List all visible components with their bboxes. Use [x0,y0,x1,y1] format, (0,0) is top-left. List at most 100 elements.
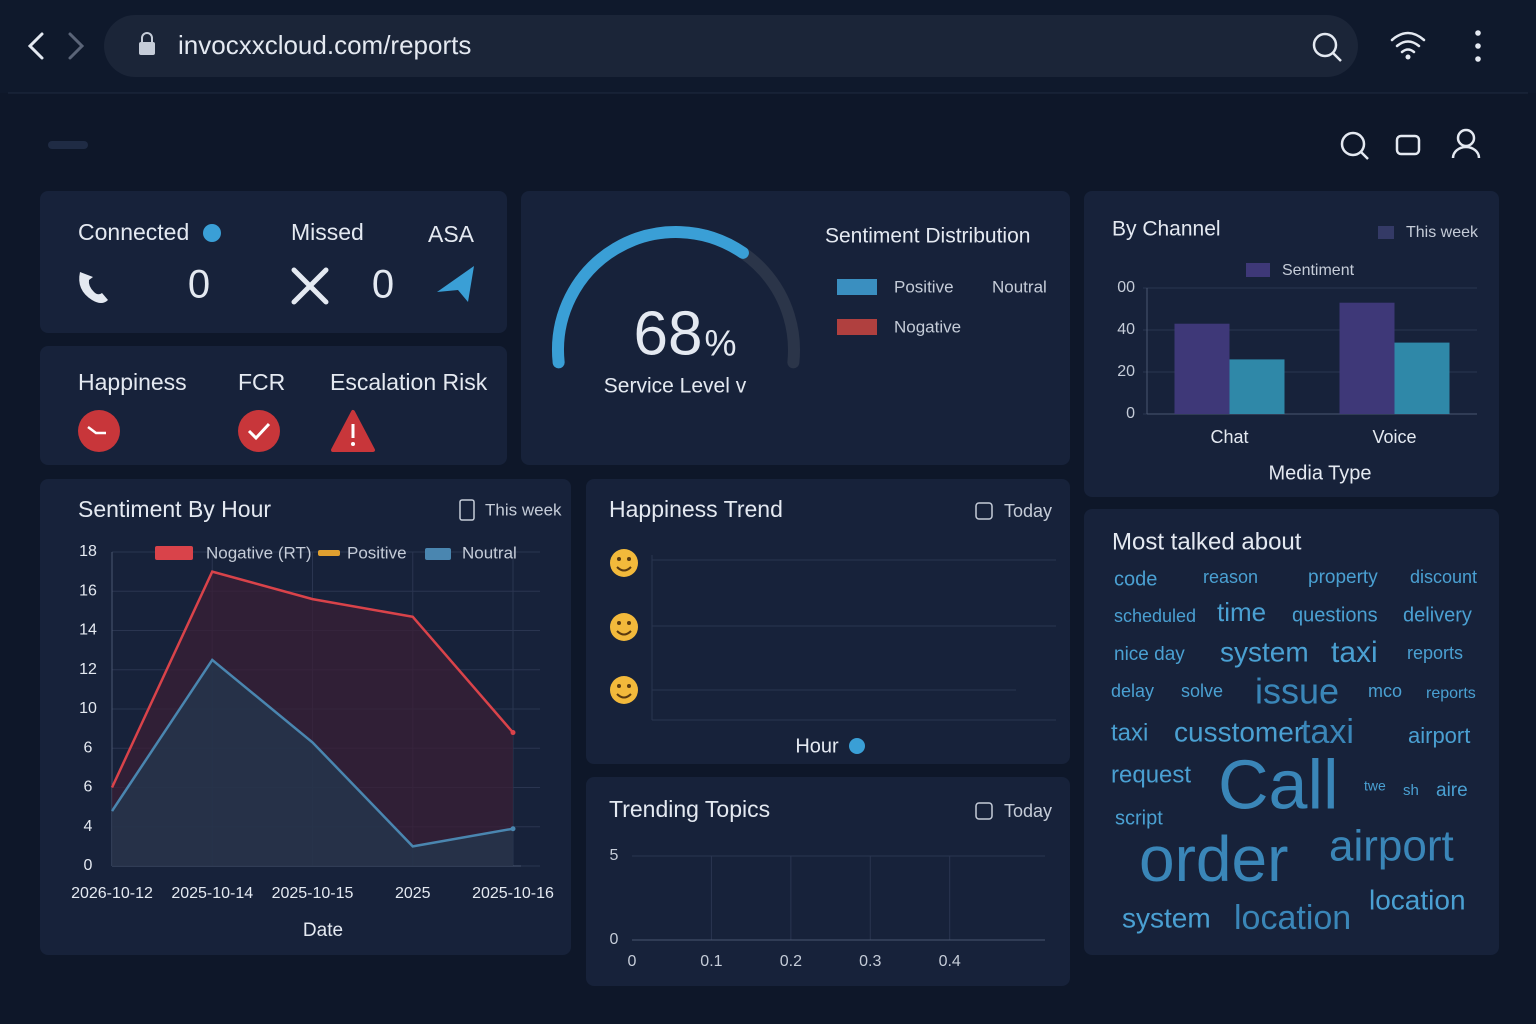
filter[interactable]: This week [1406,224,1479,241]
word-cloud-panel [1084,509,1499,955]
legend-swatch [155,546,193,560]
kpi-label: ASA [428,221,475,247]
legend-label: Nogative [894,317,961,336]
gauge-label: Service Level v [604,375,747,398]
filter[interactable]: Today [1004,801,1052,821]
y-tick-label: 14 [79,622,97,639]
y-tick-label: 0 [1126,405,1135,422]
gauge-unit: % [704,323,736,364]
url-bar[interactable] [104,15,1358,77]
filter-icon [975,502,993,520]
bar [1229,359,1285,414]
indicator-label: FCR [238,369,285,395]
topic-word: aire [1436,780,1468,801]
menu-icon[interactable] [1475,30,1481,36]
x-tick-label: 2026-10-12 [71,885,153,902]
point [510,730,516,736]
legend-dot [849,738,865,754]
y-tick-label: 4 [84,818,93,835]
legend-swatch [837,319,877,335]
kpi-panel [40,191,507,333]
topic-word: location [1369,884,1466,915]
kpi-label: Connected [78,219,189,245]
search-icon[interactable] [1340,131,1366,157]
filter[interactable]: Today [1004,501,1052,521]
x-tick-label: 0.4 [939,953,961,970]
filter-icon [1378,226,1394,239]
topic-word: property [1308,567,1378,588]
filter[interactable]: This week [485,500,562,519]
legend-label: Positive [894,277,954,296]
y-tick-label: 20 [1117,363,1135,380]
wifi-icon [1390,31,1426,54]
line [110,570,514,789]
point [510,826,516,832]
filter-icon [975,802,993,820]
happiness-icon [78,410,120,452]
topic-word: system [1220,636,1309,667]
search-icon[interactable] [1312,32,1338,58]
x-tick-label: 2025 [395,885,431,902]
kpi-value: 0 [188,263,210,307]
y-tick-label: 16 [79,582,97,599]
wallet-icon[interactable] [1395,134,1421,156]
y-tick-label: 0 [84,857,93,874]
happiness-trend-panel [586,479,1070,764]
y-tick-label: 0 [610,931,619,948]
missed-icon [291,267,329,305]
topic-word: order [1139,823,1288,895]
legend-title: Sentiment Distribution [825,225,1030,248]
by-channel-panel [1084,191,1499,497]
legend-label: Noutral [992,277,1047,296]
x-tick-label: 2025-10-14 [171,885,253,902]
y-tick-label: 00 [1117,279,1135,296]
panel-title: Trending Topics [609,796,770,822]
indicator-label: Escalation Risk [330,369,488,395]
y-tick-label: 40 [1117,321,1135,338]
bar [1394,342,1450,414]
topic-word: reports [1426,685,1476,702]
x-tick-label: 0.2 [780,953,802,970]
topic-word: reports [1407,643,1463,663]
fcr-icon [238,410,280,452]
topic-word: code [1114,568,1157,590]
x-tick-label: Chat [1210,427,1248,447]
topic-word: time [1217,597,1266,627]
trending-topics-panel [586,777,1070,986]
topic-word: system [1122,902,1211,933]
x-axis-label: Date [303,920,343,941]
area [112,659,513,866]
bar [1339,302,1395,414]
phone-icon [79,272,108,303]
back-button[interactable] [27,32,44,60]
topic-word: solve [1181,681,1223,701]
x-axis-label: Hour [795,735,839,757]
emoji [610,549,638,704]
topic-word: taxi [1111,719,1148,746]
topic-word: request [1111,761,1191,788]
x-tick-label: Voice [1372,427,1416,447]
user-icon[interactable] [1456,128,1476,148]
panel-title: Happiness Trend [609,496,783,522]
logo-placeholder [48,141,88,149]
legend-swatch [1246,263,1270,277]
line [110,658,514,848]
gauge-arc [552,226,749,369]
asa-icon [437,266,474,302]
y-tick-label: 6 [84,779,93,796]
wifi-icon [1405,54,1411,60]
y-tick-label: 10 [79,700,97,717]
topic-word: taxi [1301,713,1354,751]
search-icon [1332,52,1342,62]
topic-word: airport [1329,822,1454,871]
x-tick-label: 2025-10-16 [472,885,554,902]
panel-title: By Channel [1112,218,1221,241]
forward-button[interactable] [68,32,85,60]
escalation-icon [351,442,355,446]
topic-word: sh [1403,782,1419,799]
search-icon [1360,151,1369,160]
happiness-icon [87,426,106,435]
topic-word: cusstomer [1174,716,1303,747]
legend-swatch [425,548,451,560]
